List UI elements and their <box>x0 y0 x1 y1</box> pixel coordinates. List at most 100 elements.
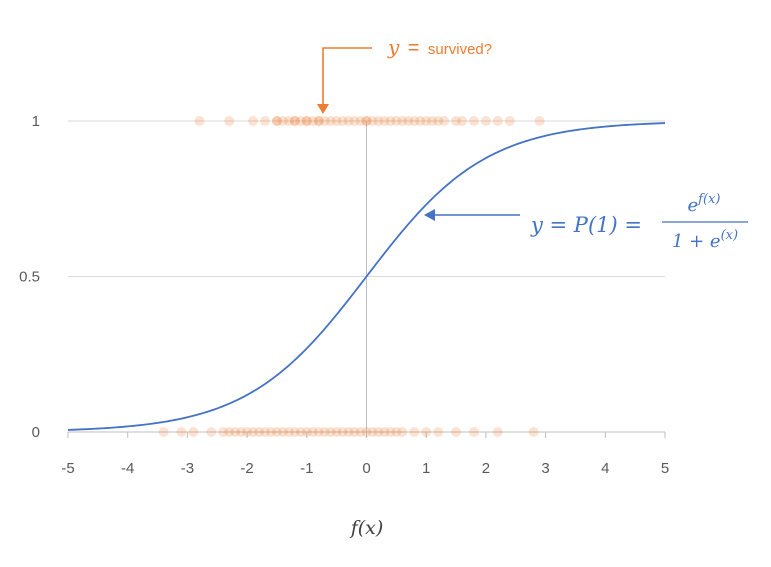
scatter-point <box>265 427 276 437</box>
survived-label: y = survived? <box>387 35 492 59</box>
scatter-point <box>188 427 199 437</box>
survived-arrow <box>322 47 372 106</box>
formula-lhs: y = P(1) = <box>530 213 642 237</box>
sigmoid-curve <box>67 122 666 431</box>
scatter-point <box>534 116 545 126</box>
scatter-point <box>492 427 503 437</box>
formula-arrow-head <box>424 209 435 221</box>
scatter-point <box>236 427 247 437</box>
axes <box>67 121 666 438</box>
sigmoid-curve-group <box>67 122 666 431</box>
scatter-point <box>230 427 241 437</box>
scatter-point <box>504 116 515 126</box>
scatter-point <box>468 427 479 437</box>
scatter-points <box>158 116 545 437</box>
formula-denominator: 1 + e(x) <box>672 228 738 252</box>
scatter-point <box>427 116 438 126</box>
scatter-point <box>224 427 235 437</box>
scatter-point <box>433 427 444 437</box>
x-tick-label: -5 <box>61 460 74 477</box>
scatter-point <box>301 427 312 437</box>
scatter-point <box>343 116 354 126</box>
scatter-point <box>194 116 205 126</box>
scatter-point <box>361 116 372 126</box>
scatter-point <box>260 116 271 126</box>
scatter-point <box>313 116 324 126</box>
scatter-point <box>379 427 390 437</box>
scatter-point <box>468 116 479 126</box>
scatter-point <box>337 427 348 437</box>
scatter-point <box>301 116 312 126</box>
scatter-point <box>409 116 420 126</box>
x-tick-label: 0 <box>362 460 370 477</box>
y-tick-label: 0 <box>32 424 40 441</box>
scatter-point <box>283 116 294 126</box>
scatter-point <box>349 116 360 126</box>
x-tick-label: -3 <box>181 460 194 477</box>
survived-arrow-head <box>317 104 329 114</box>
scatter-point <box>457 116 468 126</box>
x-tick-label: -1 <box>300 460 313 477</box>
scatter-point <box>295 116 306 126</box>
y-tick-labels: 00.51 <box>19 113 40 441</box>
scatter-point <box>528 427 539 437</box>
scatter-point <box>176 427 187 437</box>
scatter-point <box>319 427 330 437</box>
scatter-point <box>248 116 259 126</box>
scatter-point <box>361 427 372 437</box>
scatter-point <box>492 116 503 126</box>
x-tick-label: 4 <box>601 460 609 477</box>
scatter-point <box>403 116 414 126</box>
formula-annotation: y = P(1) = ef(x) 1 + e(x) <box>424 192 748 252</box>
scatter-point <box>397 427 408 437</box>
scatter-point <box>319 116 330 126</box>
x-tick-label: 1 <box>422 460 430 477</box>
scatter-point <box>242 427 253 437</box>
x-tick-labels: -5 -4 -3 -2 -1 0 1 2 3 4 5 <box>61 460 669 477</box>
scatter-point <box>397 116 408 126</box>
scatter-point <box>271 116 282 126</box>
scatter-point <box>337 116 348 126</box>
scatter-point <box>289 116 300 126</box>
scatter-point <box>373 116 384 126</box>
scatter-point <box>367 116 378 126</box>
scatter-point <box>355 116 366 126</box>
scatter-point <box>373 427 384 437</box>
scatter-point <box>451 427 462 437</box>
y-tick-label: 0.5 <box>19 269 40 286</box>
scatter-point <box>385 116 396 126</box>
scatter-point <box>409 427 420 437</box>
scatter-point <box>289 427 300 437</box>
scatter-point <box>367 427 378 437</box>
scatter-point <box>295 427 306 437</box>
scatter-point <box>349 427 360 437</box>
scatter-point <box>325 116 336 126</box>
x-tick-label: 3 <box>541 460 549 477</box>
scatter-point <box>271 116 282 126</box>
scatter-point <box>415 116 426 126</box>
scatter-point <box>325 427 336 437</box>
scatter-point <box>361 116 372 126</box>
x-tick-label: 2 <box>482 460 490 477</box>
scatter-point <box>421 116 432 126</box>
x-tick-label: -4 <box>121 460 134 477</box>
scatter-point <box>260 427 271 437</box>
scatter-point <box>391 427 402 437</box>
scatter-point <box>307 116 318 126</box>
scatter-point <box>283 427 294 437</box>
scatter-point <box>277 427 288 437</box>
scatter-point <box>480 116 491 126</box>
scatter-point <box>248 427 259 437</box>
scatter-point <box>313 116 324 126</box>
x-tick-label: 5 <box>661 460 669 477</box>
x-axis-label: f(x) <box>349 517 384 539</box>
formula-numerator: ef(x) <box>688 192 721 216</box>
scatter-point <box>433 116 444 126</box>
scatter-point <box>206 427 217 437</box>
scatter-point <box>307 427 318 437</box>
scatter-point <box>301 116 312 126</box>
scatter-point <box>277 116 288 126</box>
scatter-point <box>331 427 342 437</box>
scatter-point <box>391 116 402 126</box>
